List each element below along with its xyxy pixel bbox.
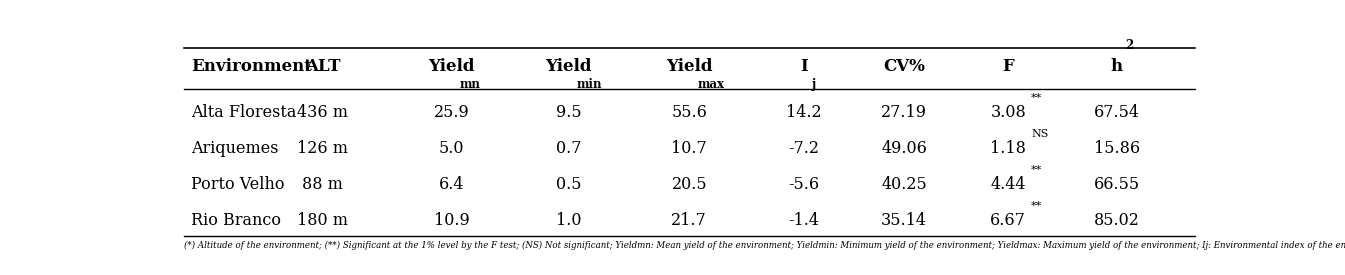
Text: 20.5: 20.5 xyxy=(671,176,707,193)
Text: h: h xyxy=(1111,58,1123,75)
Text: 14.2: 14.2 xyxy=(787,104,822,121)
Text: NS: NS xyxy=(1032,129,1049,139)
Text: min: min xyxy=(577,78,603,91)
Text: CV%: CV% xyxy=(884,58,925,75)
Text: 10.7: 10.7 xyxy=(671,140,707,157)
Text: 66.55: 66.55 xyxy=(1093,176,1139,193)
Text: max: max xyxy=(698,78,725,91)
Text: 35.14: 35.14 xyxy=(881,212,927,229)
Text: 49.06: 49.06 xyxy=(881,140,927,157)
Text: -7.2: -7.2 xyxy=(788,140,819,157)
Text: 27.19: 27.19 xyxy=(881,104,927,121)
Text: (*) Altitude of the environment; (**) Significant at the 1% level by the F test;: (*) Altitude of the environment; (**) Si… xyxy=(184,241,1345,250)
Text: 6.4: 6.4 xyxy=(438,176,464,193)
Text: 0.7: 0.7 xyxy=(555,140,581,157)
Text: 10.9: 10.9 xyxy=(434,212,469,229)
Text: 1.18: 1.18 xyxy=(990,140,1026,157)
Text: Environment: Environment xyxy=(191,58,312,75)
Text: 180 m: 180 m xyxy=(297,212,348,229)
Text: j: j xyxy=(812,78,816,91)
Text: Yield: Yield xyxy=(545,58,592,75)
Text: -1.4: -1.4 xyxy=(788,212,819,229)
Text: 55.6: 55.6 xyxy=(671,104,707,121)
Text: 9.5: 9.5 xyxy=(555,104,581,121)
Text: 0.5: 0.5 xyxy=(555,176,581,193)
Text: F: F xyxy=(1002,58,1014,75)
Text: -5.6: -5.6 xyxy=(788,176,819,193)
Text: Rio Branco: Rio Branco xyxy=(191,212,281,229)
Text: 2: 2 xyxy=(1124,39,1134,52)
Text: 6.67: 6.67 xyxy=(990,212,1026,229)
Text: **: ** xyxy=(1032,93,1042,103)
Text: mn: mn xyxy=(460,78,482,91)
Text: Alta Floresta: Alta Floresta xyxy=(191,104,296,121)
Text: **: ** xyxy=(1032,200,1042,211)
Text: Yield: Yield xyxy=(429,58,475,75)
Text: 4.44: 4.44 xyxy=(990,176,1026,193)
Text: 5.0: 5.0 xyxy=(438,140,464,157)
Text: 88 m: 88 m xyxy=(303,176,343,193)
Text: I: I xyxy=(800,58,808,75)
Text: 3.08: 3.08 xyxy=(990,104,1026,121)
Text: 1.0: 1.0 xyxy=(555,212,581,229)
Text: 40.25: 40.25 xyxy=(881,176,927,193)
Text: 67.54: 67.54 xyxy=(1093,104,1139,121)
Text: 436 m: 436 m xyxy=(297,104,348,121)
Text: 25.9: 25.9 xyxy=(434,104,469,121)
Text: 85.02: 85.02 xyxy=(1093,212,1139,229)
Text: Yield: Yield xyxy=(666,58,713,75)
Text: 21.7: 21.7 xyxy=(671,212,707,229)
Text: 126 m: 126 m xyxy=(297,140,348,157)
Text: 15.86: 15.86 xyxy=(1093,140,1139,157)
Text: Ariquemes: Ariquemes xyxy=(191,140,278,157)
Text: ALT: ALT xyxy=(305,58,340,75)
Text: **: ** xyxy=(1032,164,1042,175)
Text: Porto Velho: Porto Velho xyxy=(191,176,285,193)
